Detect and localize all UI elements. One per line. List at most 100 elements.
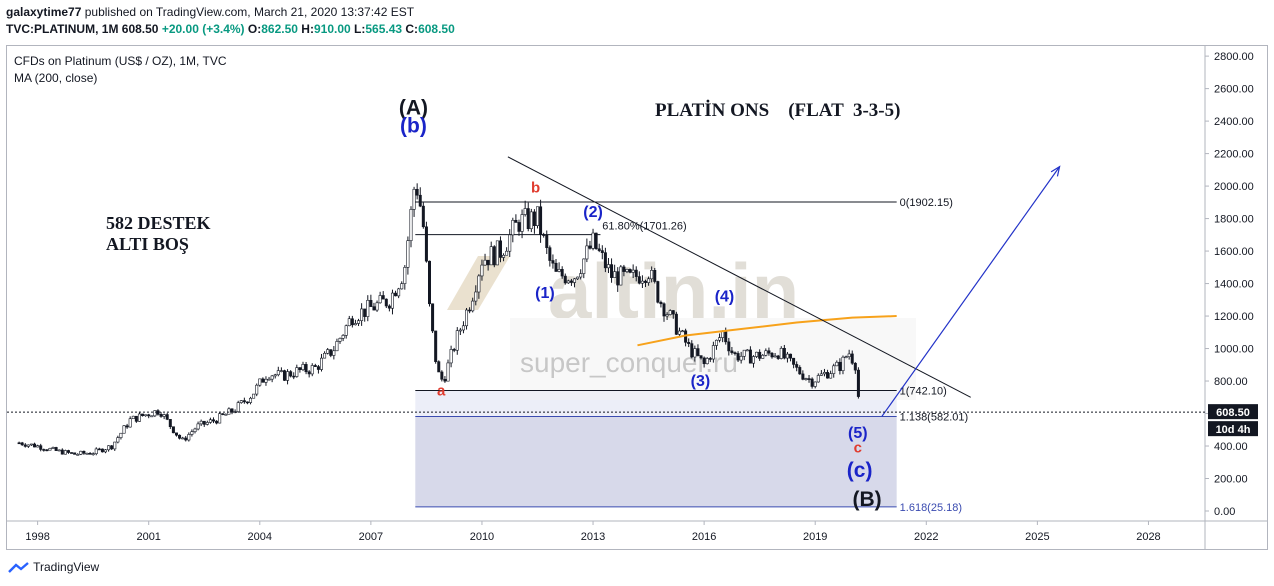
candle-body [569, 280, 573, 283]
candle-body [819, 373, 823, 376]
close-label: C: [405, 22, 419, 36]
candle-body [847, 353, 851, 357]
candle-body [94, 448, 98, 455]
candle-body [523, 208, 527, 215]
candle-body [492, 246, 496, 266]
wave-label: (3) [691, 373, 711, 390]
y-tick-label: 1800.00 [1214, 214, 1254, 226]
candle-body [505, 250, 509, 256]
last-price: 608.50 [121, 22, 159, 36]
candle-body [856, 369, 860, 397]
candle-body [514, 219, 518, 223]
candle-body [634, 269, 638, 277]
candle-body [29, 443, 33, 446]
symbol-label[interactable]: TVC:PLATINUM, 1M [6, 22, 119, 36]
candle-body [397, 288, 401, 297]
candle-body [751, 356, 755, 364]
candle-body [23, 444, 27, 447]
candle-body [458, 329, 462, 332]
candle-body [807, 378, 811, 380]
y-tick-label: 1200.00 [1214, 311, 1254, 323]
wave-labels: (A)(b) b a (1) (2) (3) (4) (5)c (c) (B) [399, 97, 882, 512]
candle-body [681, 330, 685, 333]
candle-body [147, 414, 151, 417]
y-tick-label: 400.00 [1214, 441, 1248, 453]
ma-legend[interactable]: MA (200, close) [14, 71, 97, 85]
candle-body [400, 283, 404, 290]
candle-body [739, 355, 743, 361]
candle-body [54, 447, 58, 451]
candle-body [415, 188, 419, 196]
candle-body [693, 348, 697, 358]
candle-body [539, 206, 543, 235]
candle-body [104, 449, 108, 453]
candle-body [366, 300, 370, 317]
candle-body [622, 266, 626, 272]
candle-body [813, 381, 817, 387]
candle-body [394, 292, 398, 297]
y-tick-label: 1400.00 [1214, 279, 1254, 291]
candle-body [372, 306, 376, 311]
candle-body [338, 337, 342, 342]
candle-body [471, 300, 475, 312]
candle-body [42, 449, 46, 451]
candle-body [301, 364, 305, 370]
wave-label: (A) [399, 97, 428, 120]
candle-body [224, 413, 228, 416]
candle-body [286, 371, 290, 381]
publisher-name[interactable]: galaxytime77 [6, 5, 82, 19]
candle-body [437, 361, 441, 373]
candle-body [838, 361, 842, 371]
candle-body [468, 309, 472, 312]
candle-body [390, 292, 394, 309]
candle-body [249, 397, 253, 403]
candle-body [310, 365, 314, 375]
fib-label: 1.618(25.18) [900, 502, 962, 514]
candle-body [517, 222, 521, 232]
candle-body [125, 425, 129, 428]
candle-body [335, 341, 339, 352]
footer-brand[interactable]: TradingView [33, 560, 100, 574]
candle-body [853, 362, 857, 371]
candle-body [841, 356, 845, 371]
candle-body [85, 453, 89, 455]
x-tick-label: 2010 [470, 531, 494, 543]
candle-body [431, 303, 435, 332]
candle-body [526, 208, 530, 229]
candle-body [255, 384, 259, 395]
candle-body [671, 310, 675, 315]
candle-body [242, 400, 246, 403]
candle-body [804, 378, 808, 380]
candle-body [292, 375, 296, 378]
candle-body [489, 246, 493, 266]
candle-body [298, 367, 302, 370]
series-legend[interactable]: CFDs on Platinum (US$ / OZ), 1M, TVC [14, 54, 227, 68]
price-axis[interactable]: 2800.00 2600.00 2400.00 2200.00 2000.00 1800.… [1205, 51, 1254, 518]
candle-body [767, 350, 771, 354]
candle-body [600, 250, 604, 253]
trendline[interactable] [507, 156, 971, 398]
wave-label: c [854, 440, 862, 457]
price-change: +20.00 (+3.4%) [161, 22, 245, 36]
candle-body [498, 240, 502, 258]
projection-arrow[interactable] [881, 165, 1061, 417]
wave-label: (1) [535, 285, 555, 302]
candle-body [702, 357, 706, 365]
candle-body [563, 275, 567, 284]
candle-body [409, 209, 413, 241]
candle-body [270, 375, 274, 380]
candle-body [844, 356, 848, 358]
candle-body [63, 450, 67, 455]
candle-body [295, 367, 299, 377]
time-axis[interactable]: 1998 2001 2004 2007 2010 2013 2016 2019 2022 2025… [25, 521, 1161, 543]
open-value: 862.50 [261, 22, 298, 36]
candle-body [832, 365, 836, 374]
y-tick-label: 1600.00 [1214, 246, 1254, 258]
candle-body [782, 347, 786, 359]
candle-body [20, 442, 24, 446]
fib-label: 61.80%(1701.26) [602, 221, 686, 233]
candle-body [677, 330, 681, 335]
candle-body [221, 413, 225, 415]
candle-body [733, 352, 737, 354]
